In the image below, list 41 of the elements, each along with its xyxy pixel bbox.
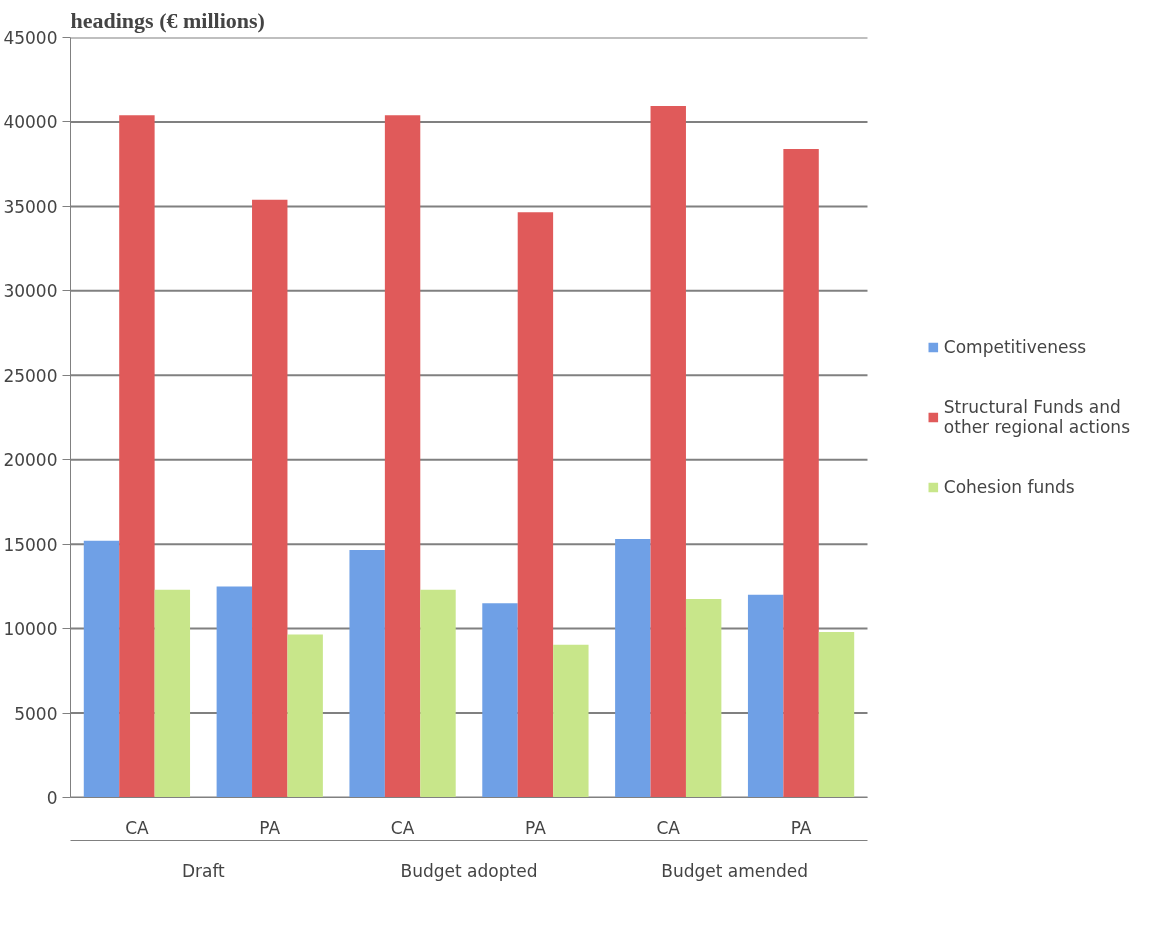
bar — [384, 115, 421, 798]
bar — [685, 599, 722, 798]
chart-title: headings (€ millions) — [70, 7, 265, 33]
bar — [517, 212, 554, 798]
y-tick-label: 40000 — [3, 112, 58, 133]
text: Draft — [181, 860, 226, 881]
x-tick-label: PA — [525, 817, 547, 838]
bar — [747, 594, 784, 798]
bar — [83, 540, 120, 798]
bar — [287, 634, 323, 798]
bar — [420, 589, 456, 798]
x-tick-label: PA — [259, 817, 281, 838]
bar — [252, 199, 288, 798]
bar — [349, 550, 385, 798]
text: Budget amended — [661, 860, 809, 881]
bar — [783, 148, 819, 798]
x-tick-label: CA — [390, 817, 415, 838]
x-tick-label: CA — [656, 817, 681, 838]
y-tick-label: 20000 — [3, 450, 58, 471]
y-tick-label: 5000 — [14, 703, 58, 724]
y-tick-label: 15000 — [3, 534, 58, 555]
text: Budget adopted — [400, 860, 538, 881]
y-tick-label: 30000 — [3, 281, 58, 302]
y-tick-label: 35000 — [3, 196, 58, 217]
bar — [650, 105, 686, 798]
bar — [119, 115, 155, 798]
x-tick-label: PA — [790, 817, 812, 838]
bar — [154, 589, 191, 798]
bar — [818, 631, 855, 798]
bar — [482, 603, 518, 798]
legend-label: Cohesion funds — [943, 477, 1075, 497]
y-tick-label: 25000 — [3, 365, 58, 386]
legend-label: Structural Funds and other regional actions — [943, 397, 1130, 437]
bar — [553, 644, 589, 798]
bar — [216, 586, 253, 798]
y-tick-label: 10000 — [3, 619, 58, 640]
bar — [615, 539, 651, 798]
y-tick-label: 45000 — [3, 28, 58, 48]
legend-label: Competitiveness — [943, 337, 1087, 357]
y-tick-label: 0 — [46, 788, 58, 808]
x-tick-label: CA — [125, 817, 150, 838]
